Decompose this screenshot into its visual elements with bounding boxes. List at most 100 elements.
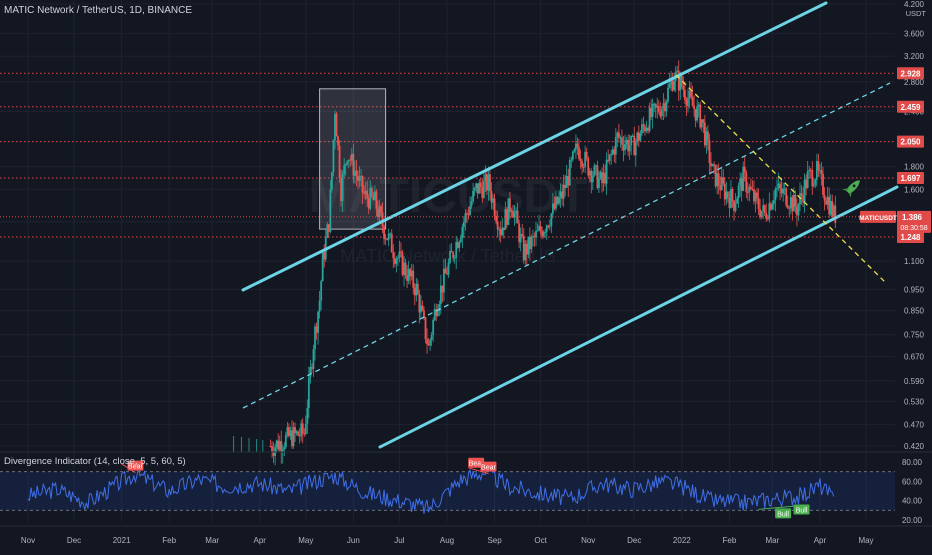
candle-body	[386, 238, 389, 240]
level-label: 2.050	[900, 138, 921, 147]
candle-body	[461, 227, 464, 239]
candle-body	[413, 287, 416, 296]
candle-body	[645, 127, 648, 132]
candle-body	[587, 157, 590, 176]
candle-body	[349, 159, 352, 161]
candle-body	[596, 165, 599, 188]
candle-body	[617, 132, 620, 138]
candle-body	[492, 198, 494, 203]
candle-body	[350, 153, 353, 161]
candle-body	[516, 210, 519, 224]
candle-body	[518, 223, 521, 243]
candle-body	[403, 262, 405, 275]
candle-body	[410, 270, 413, 277]
candle-body	[815, 161, 818, 180]
candle-body	[375, 191, 378, 209]
candle-body	[703, 122, 706, 146]
candle-body	[283, 447, 286, 450]
candle-body	[473, 188, 476, 191]
candle-body	[573, 149, 576, 152]
price-tick-label: 1.800	[904, 163, 925, 172]
candle-body	[504, 209, 507, 230]
candle-body	[311, 366, 313, 369]
candle-body	[556, 196, 559, 204]
candle-body	[794, 194, 797, 207]
price-tick-label: 3.600	[904, 30, 925, 39]
candle-body	[607, 159, 610, 161]
candle-body	[387, 233, 390, 240]
bull-divergence-line	[758, 505, 802, 510]
candle-body	[309, 366, 312, 378]
candle-body	[294, 427, 296, 433]
candle-body	[481, 187, 484, 198]
candle-body	[614, 136, 617, 155]
candle-body	[297, 431, 300, 436]
candle-body	[401, 252, 404, 275]
candle-body	[590, 170, 593, 183]
candle-body	[341, 174, 344, 201]
candle-body	[555, 196, 557, 209]
candle-body	[423, 310, 425, 318]
candle-body	[344, 164, 347, 166]
candle-body	[389, 233, 392, 235]
candle-body	[539, 225, 542, 232]
price-tick-label: 0.420	[904, 442, 925, 451]
candle-body	[647, 127, 649, 131]
candle-body	[378, 206, 381, 218]
candle-body	[636, 132, 639, 142]
candle-body	[456, 242, 459, 248]
rsi-level-label: 60.00	[902, 477, 923, 486]
candle-body	[653, 103, 656, 105]
level-label-bg	[897, 230, 924, 243]
candle-body	[726, 191, 729, 198]
candle-body	[780, 188, 783, 194]
candle-body	[823, 194, 826, 201]
candle-body	[740, 178, 743, 191]
candle-body	[581, 160, 583, 167]
candle-body	[335, 113, 338, 137]
candle-body	[650, 107, 653, 117]
candle-body	[446, 273, 448, 275]
candle-body	[427, 344, 430, 346]
rsi-level-label: 40.00	[902, 497, 923, 506]
candle-body	[381, 212, 384, 227]
candle-body	[538, 225, 540, 231]
price-tick-label: 1.100	[904, 257, 925, 266]
candle-body	[819, 170, 821, 172]
candle-body	[510, 210, 513, 212]
candle-body	[357, 175, 359, 181]
candle-body	[619, 137, 622, 139]
drawings	[241, 1, 899, 449]
candle-body	[667, 87, 669, 102]
candle-body	[676, 70, 679, 72]
candle-body	[785, 188, 788, 206]
candle-body	[599, 172, 602, 178]
candle-body	[355, 170, 358, 176]
candle-body	[568, 160, 571, 186]
candle-body	[561, 191, 564, 199]
candle-body	[528, 236, 531, 249]
candle-body	[490, 191, 493, 203]
candle-body	[426, 339, 428, 345]
candle-body	[301, 423, 304, 434]
candle-body	[659, 111, 662, 117]
candle-body	[499, 229, 502, 236]
candle-body	[736, 198, 738, 204]
candle-body	[459, 238, 462, 243]
bear-label: Bear	[469, 461, 484, 468]
candle-body	[447, 262, 450, 275]
candle-body	[271, 446, 273, 452]
candle-body	[380, 206, 382, 213]
candle-body	[284, 434, 287, 448]
candle-body	[369, 187, 372, 209]
candle-body	[762, 205, 765, 211]
candle-body	[690, 90, 692, 97]
candle-body	[281, 449, 284, 453]
candle-body	[828, 196, 831, 215]
candle-body	[303, 433, 306, 435]
candle-body	[354, 170, 356, 176]
candle-body	[711, 164, 714, 167]
candle-body	[320, 281, 323, 301]
